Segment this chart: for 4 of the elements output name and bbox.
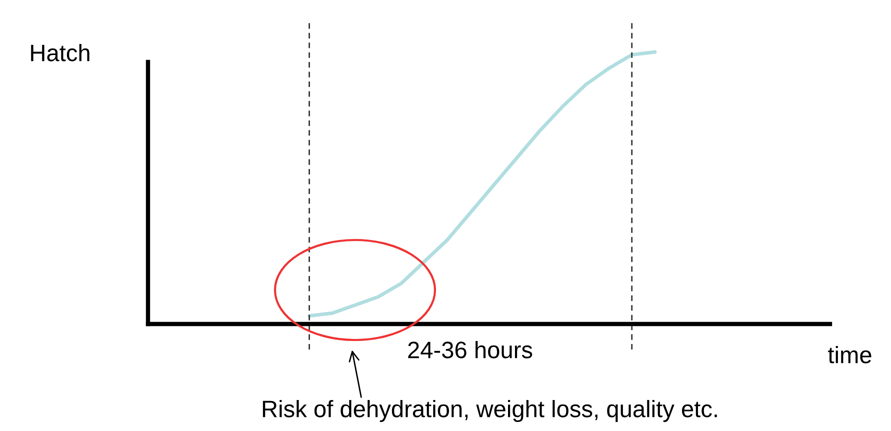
text: 24-36 hours (408, 340, 532, 358)
text: time (828, 346, 872, 364)
text: Risk of dehydration, weight loss, quality etc. (262, 400, 717, 422)
text: Hatch (31, 44, 90, 62)
